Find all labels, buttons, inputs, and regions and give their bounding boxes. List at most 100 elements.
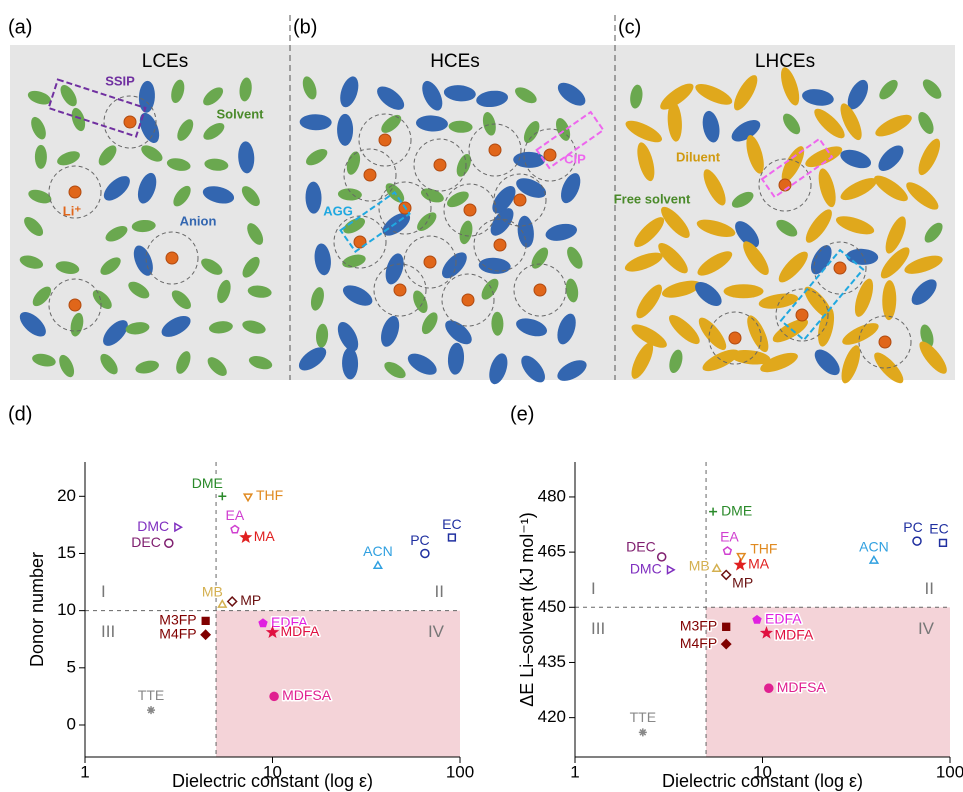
y-tick-label: 480 bbox=[538, 486, 566, 505]
li-ion bbox=[494, 239, 506, 251]
point-label: MDFSA bbox=[777, 679, 827, 695]
quadrant-label: IV bbox=[918, 619, 935, 638]
x-tick-label: 100 bbox=[446, 762, 474, 781]
point-label: MA bbox=[748, 556, 770, 572]
point-label: MB bbox=[689, 558, 710, 574]
point-label: MA bbox=[254, 528, 276, 544]
x-tick-label: 1 bbox=[570, 762, 579, 781]
annotation: Free solvent bbox=[614, 191, 691, 206]
point-label: TTE bbox=[630, 709, 656, 725]
molecule bbox=[35, 145, 47, 169]
li-ion bbox=[166, 252, 178, 264]
li-ion bbox=[834, 262, 846, 274]
li-ion bbox=[514, 194, 526, 206]
li-ion bbox=[462, 294, 474, 306]
y-axis-title: ΔE Li–solvent (kJ mol⁻¹) bbox=[517, 512, 537, 707]
annotation: CIP bbox=[564, 151, 586, 166]
data-point bbox=[723, 623, 730, 630]
data-point bbox=[202, 618, 209, 625]
li-ion bbox=[729, 332, 741, 344]
li-ion bbox=[379, 134, 391, 146]
point-label: PC bbox=[903, 519, 922, 535]
panel-label: (d) bbox=[8, 403, 32, 425]
y-tick-label: 420 bbox=[538, 707, 566, 726]
data-point bbox=[668, 566, 675, 574]
li-ion bbox=[434, 159, 446, 171]
data-point bbox=[765, 684, 773, 692]
y-tick-label: 435 bbox=[538, 652, 566, 671]
point-label: THF bbox=[256, 487, 283, 503]
point-label: ACN bbox=[859, 539, 889, 555]
li-ion bbox=[464, 204, 476, 216]
annotation: Diluent bbox=[676, 149, 721, 164]
data-point bbox=[736, 560, 745, 569]
x-tick-label: 1 bbox=[80, 762, 89, 781]
point-label: PC bbox=[410, 532, 429, 548]
y-tick-label: 10 bbox=[57, 600, 76, 619]
data-point bbox=[713, 565, 721, 572]
annotation: Solvent bbox=[217, 106, 265, 121]
annotation: Li⁺ bbox=[63, 203, 82, 218]
li-ion bbox=[364, 169, 376, 181]
data-point bbox=[244, 494, 252, 501]
li-ion bbox=[69, 186, 81, 198]
point-label: M4FP bbox=[680, 635, 717, 651]
data-point bbox=[870, 557, 878, 564]
panel-label: (e) bbox=[510, 403, 534, 425]
data-point bbox=[231, 526, 239, 533]
li-ion bbox=[534, 284, 546, 296]
point-label: THF bbox=[750, 540, 777, 556]
data-point bbox=[219, 601, 227, 608]
point-label: ACN bbox=[363, 543, 393, 559]
data-point bbox=[270, 692, 278, 700]
annotation: Anion bbox=[180, 213, 217, 228]
point-label: EA bbox=[226, 507, 245, 523]
quadrant-label: II bbox=[435, 582, 444, 601]
data-point bbox=[940, 540, 947, 547]
quadrant-label: III bbox=[101, 622, 115, 641]
y-axis-title: Donor number bbox=[27, 552, 47, 667]
point-label: EC bbox=[442, 516, 461, 532]
point-label: EA bbox=[720, 529, 739, 545]
annotation: SSIP bbox=[105, 73, 135, 88]
figure: (a)LCEs(b)HCEs(c)LHCEsSSIPSolventLi⁺Anio… bbox=[0, 0, 963, 792]
data-point bbox=[175, 523, 182, 531]
annotation: AGG bbox=[323, 203, 353, 218]
data-point bbox=[449, 534, 456, 541]
data-point bbox=[218, 492, 226, 500]
data-point bbox=[201, 630, 210, 639]
data-point bbox=[421, 550, 429, 558]
molecule bbox=[724, 284, 764, 298]
quadrant-label: IV bbox=[428, 622, 445, 641]
quadrant-label: I bbox=[591, 579, 596, 598]
quadrant-label: III bbox=[591, 619, 605, 638]
data-point bbox=[724, 547, 732, 554]
shaded-region bbox=[216, 611, 460, 757]
li-ion bbox=[424, 256, 436, 268]
y-tick-label: 465 bbox=[538, 542, 566, 561]
point-label: EDFA bbox=[765, 611, 802, 627]
point-label: MB bbox=[202, 584, 223, 600]
data-point bbox=[259, 619, 267, 626]
y-tick-label: 5 bbox=[67, 657, 76, 676]
point-label: MDFSA bbox=[282, 687, 332, 703]
point-label: DME bbox=[192, 475, 223, 491]
data-point bbox=[753, 616, 761, 623]
data-point bbox=[374, 562, 382, 569]
point-label: M4FP bbox=[159, 625, 196, 641]
x-tick-label: 100 bbox=[936, 762, 963, 781]
point-label: EC bbox=[929, 521, 948, 537]
point-label: M3FP bbox=[680, 617, 717, 633]
point-label: DMC bbox=[137, 518, 169, 534]
point-label: MDFA bbox=[281, 623, 321, 639]
quadrant-label: I bbox=[101, 582, 106, 601]
li-ion bbox=[124, 116, 136, 128]
point-label: DME bbox=[721, 502, 752, 518]
y-tick-label: 20 bbox=[57, 486, 76, 505]
li-ion bbox=[69, 299, 81, 311]
panel-label: (c) bbox=[618, 16, 641, 38]
data-point bbox=[639, 728, 647, 736]
y-tick-label: 15 bbox=[57, 543, 76, 562]
point-label: DEC bbox=[626, 539, 656, 555]
panel-title: LCEs bbox=[142, 51, 188, 72]
